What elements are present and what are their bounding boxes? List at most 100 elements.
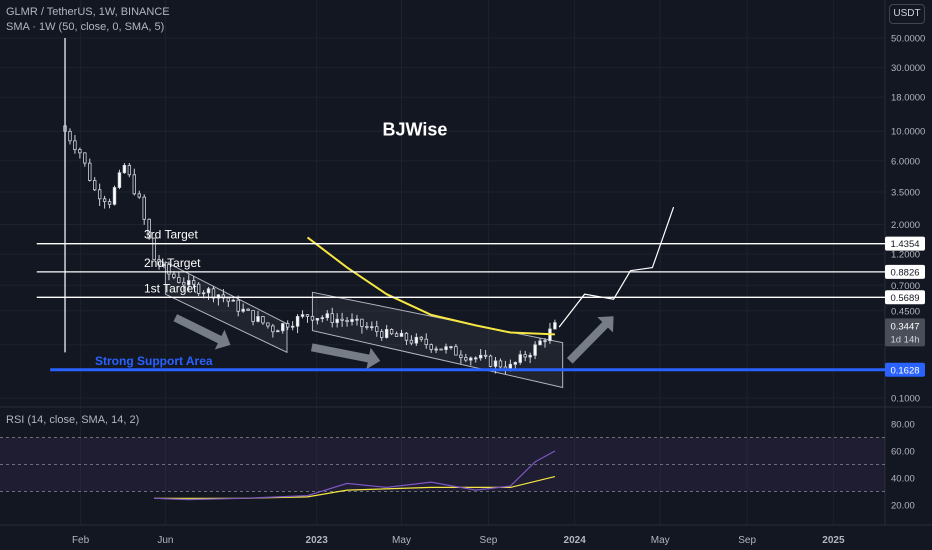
candle-down	[305, 314, 310, 317]
target-label: 1st Target	[144, 281, 197, 295]
candle-down	[93, 180, 97, 191]
bjwise-annotation: BJWise	[382, 119, 447, 139]
candle-down	[394, 333, 399, 337]
candle-up	[122, 164, 127, 174]
candle-up	[538, 340, 542, 346]
candle-up	[162, 264, 166, 266]
candle-up	[533, 344, 537, 356]
time-tick-label: Sep	[480, 535, 498, 546]
candle-up	[474, 357, 478, 360]
candle-down	[375, 326, 379, 332]
rsi-tick-label: 80.00	[891, 420, 915, 431]
candle-down	[102, 198, 107, 202]
candle-down	[147, 218, 151, 239]
candle-up	[399, 332, 404, 337]
candle-down	[488, 355, 493, 367]
candle-up	[187, 280, 191, 286]
candle-down	[97, 189, 102, 200]
candle-up	[276, 330, 280, 333]
candle-down	[211, 288, 216, 299]
candle-down	[310, 315, 315, 321]
candle-down	[360, 318, 364, 327]
downtrend-channel-1	[164, 260, 288, 354]
price-tick-label: 50.0000	[891, 34, 925, 45]
candle-down	[409, 339, 414, 344]
rsi-tick-label: 40.00	[891, 474, 915, 485]
candle-up	[384, 329, 389, 338]
candle-down	[132, 174, 137, 195]
target-label: 3rd Target	[144, 228, 198, 242]
time-tick-label: 2025	[822, 535, 845, 546]
price-tick-label: 0.4500	[891, 306, 920, 317]
candle-down	[221, 294, 226, 299]
candle-down	[83, 152, 87, 164]
candle-up	[112, 187, 117, 205]
price-tag	[885, 362, 925, 377]
countdown-label: 1d 14h	[890, 334, 919, 345]
candle-down	[340, 318, 344, 321]
candle-down	[365, 326, 369, 328]
candle-up	[513, 361, 518, 365]
time-tick-label: Sep	[738, 535, 756, 546]
rsi-tick-label: 60.00	[891, 447, 915, 458]
candle-down	[251, 310, 255, 322]
candle-down	[177, 276, 181, 283]
current-price-label: 0.3447	[890, 321, 919, 332]
price-tick-label: 3.5000	[891, 188, 920, 199]
price-tick-label: 10.0000	[891, 127, 925, 138]
candle-down	[107, 201, 112, 205]
target-label: 2nd Target	[144, 256, 201, 270]
time-tick-label: May	[392, 535, 411, 546]
candle-up	[320, 317, 325, 320]
time-tick-label: Jun	[157, 535, 173, 546]
candle-down	[127, 164, 132, 176]
candle-down	[330, 313, 334, 323]
candle-up	[414, 336, 419, 344]
candle-down	[142, 196, 146, 220]
price-tick-label: 0.1000	[891, 394, 920, 405]
candle-up	[241, 308, 245, 312]
candle-up	[231, 299, 235, 302]
price-tag-label: 0.5689	[890, 293, 919, 304]
candle-up	[335, 318, 339, 323]
candle-down	[68, 130, 72, 142]
candle-down	[523, 354, 527, 358]
candle-up	[295, 316, 300, 327]
candle-up	[355, 318, 359, 321]
level-lines: 3rd Target 1.4354 2nd Target 0.8826 1st Targ…	[36, 228, 925, 377]
currency-button[interactable]: USDT	[889, 4, 925, 24]
candle-up	[256, 316, 260, 322]
candle-down	[226, 297, 231, 302]
candle-down	[261, 316, 265, 324]
time-tick-label: 2023	[306, 535, 329, 546]
candle-down	[389, 329, 394, 335]
price-tick-label: 30.0000	[891, 63, 925, 74]
sma-legend: SMA · 1W (50, close, 0, SMA, 5)	[6, 21, 165, 33]
candle-up	[370, 326, 374, 329]
rsi-band	[0, 437, 885, 492]
time-tick-label: 2024	[564, 535, 587, 546]
price-tick-label: 18.0000	[891, 93, 925, 104]
down-arrow-2	[310, 343, 381, 370]
candle-down	[236, 299, 240, 312]
candle-up	[350, 319, 354, 322]
candle-up	[206, 288, 211, 294]
candle-up	[434, 348, 438, 351]
price-tick-label: 0.7000	[891, 281, 920, 292]
time-tick-label: Feb	[72, 535, 90, 546]
candle-up	[478, 354, 483, 359]
candle-down	[404, 332, 409, 341]
candles	[63, 122, 557, 375]
candle-down	[464, 357, 468, 361]
down-arrow-1	[173, 314, 231, 350]
candle-up	[528, 354, 532, 358]
price-tag	[885, 236, 925, 251]
candle-down	[424, 338, 428, 346]
candle-up	[444, 346, 448, 350]
rsi-legend: RSI (14, close, SMA, 14, 2)	[6, 414, 140, 426]
sma-line	[306, 236, 555, 336]
price-tag-label: 0.8826	[890, 267, 919, 278]
candle-down	[196, 283, 201, 294]
